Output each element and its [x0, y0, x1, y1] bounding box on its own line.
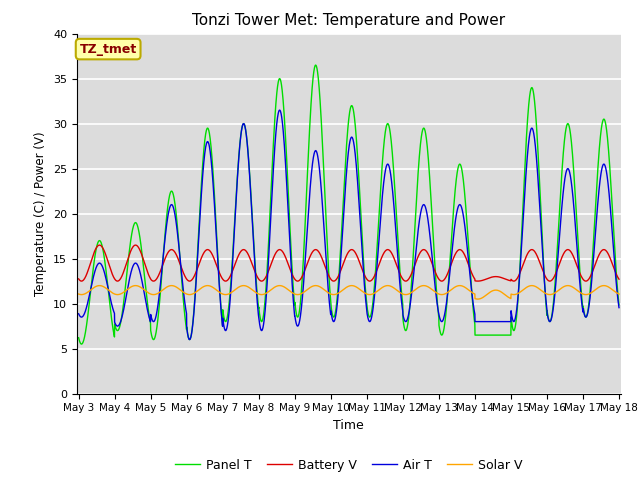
Solar V — [600, 283, 608, 288]
Battery V — [95, 242, 103, 248]
Panel T — [77, 341, 85, 347]
Panel T — [615, 302, 623, 308]
Panel T — [547, 318, 554, 324]
Solar V — [136, 284, 144, 290]
Air T — [282, 172, 290, 178]
Legend: Panel T, Battery V, Air T, Solar V: Panel T, Battery V, Air T, Solar V — [170, 454, 528, 477]
Text: TZ_tmet: TZ_tmet — [79, 43, 137, 56]
Air T — [276, 107, 284, 113]
Battery V — [306, 255, 314, 261]
Panel T — [282, 144, 290, 149]
Air T — [547, 318, 554, 324]
Air T — [168, 202, 176, 208]
Line: Battery V: Battery V — [79, 245, 619, 281]
Solar V — [547, 292, 554, 298]
Panel T — [312, 62, 319, 68]
Title: Tonzi Tower Met: Temperature and Power: Tonzi Tower Met: Temperature and Power — [192, 13, 506, 28]
Panel T — [169, 189, 177, 195]
Battery V — [615, 276, 623, 282]
Air T — [186, 336, 193, 342]
Battery V — [605, 252, 612, 258]
Panel T — [75, 335, 83, 341]
Air T — [136, 270, 144, 276]
X-axis label: Time: Time — [333, 419, 364, 432]
Air T — [605, 187, 612, 193]
Battery V — [282, 256, 290, 262]
Battery V — [77, 278, 85, 284]
Solar V — [605, 284, 612, 290]
Battery V — [547, 278, 554, 284]
Line: Panel T: Panel T — [79, 65, 619, 344]
Line: Air T: Air T — [79, 110, 619, 339]
Solar V — [474, 296, 481, 302]
Solar V — [305, 285, 313, 291]
Air T — [615, 305, 623, 311]
Solar V — [282, 285, 290, 291]
Battery V — [137, 249, 145, 254]
Air T — [75, 311, 83, 317]
Solar V — [75, 291, 83, 297]
Line: Solar V: Solar V — [79, 286, 619, 299]
Panel T — [136, 238, 144, 244]
Solar V — [168, 283, 176, 288]
Y-axis label: Temperature (C) / Power (V): Temperature (C) / Power (V) — [35, 132, 47, 296]
Solar V — [615, 291, 623, 297]
Panel T — [605, 150, 612, 156]
Panel T — [305, 130, 313, 135]
Battery V — [169, 247, 177, 253]
Air T — [306, 192, 314, 198]
Battery V — [75, 276, 83, 282]
